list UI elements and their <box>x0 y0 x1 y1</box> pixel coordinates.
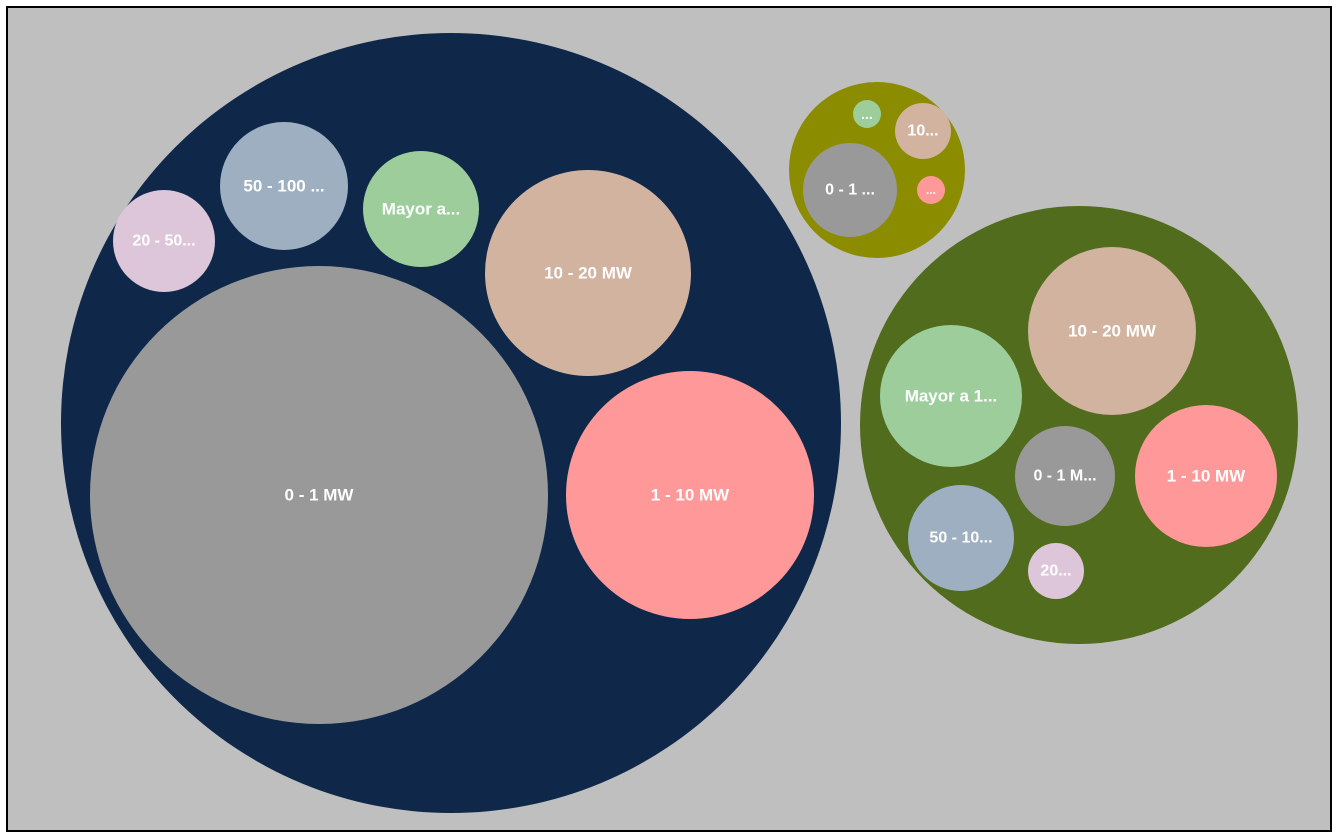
bubble-label-3-1: 10 - 20 MW <box>1068 322 1157 341</box>
bubble-3-2[interactable] <box>880 325 1022 467</box>
bubble-1-5[interactable] <box>220 122 348 250</box>
bubble-1-3[interactable] <box>485 170 691 376</box>
chart-area: 0 - 1 MW 1 - 10 MW 10 - 20 MW Mayor a... 50 … <box>6 6 1332 832</box>
bubble-label-1-2: 1 - 10 MW <box>651 486 730 505</box>
bubble-label-1-4: Mayor a... <box>382 200 460 219</box>
bubble-2-4[interactable] <box>917 176 945 204</box>
bubble-2-3[interactable] <box>853 100 881 128</box>
bubble-label-2-3: ... <box>861 106 873 122</box>
bubble-2-1[interactable] <box>803 143 897 237</box>
bubble-label-1-1: 0 - 1 MW <box>285 486 355 505</box>
bubble-3-6[interactable] <box>1028 543 1084 599</box>
bubble-3-5[interactable] <box>908 485 1014 591</box>
bubble-1-2[interactable] <box>566 371 814 619</box>
bubble-chart: 0 - 1 MW 1 - 10 MW 10 - 20 MW Mayor a... 50 … <box>61 33 1298 813</box>
bubble-1-1[interactable] <box>90 266 548 724</box>
bubble-label-1-5: 50 - 100 ... <box>243 177 324 196</box>
bubble-label-3-6: 20... <box>1040 563 1071 580</box>
bubble-label-2-2: 10... <box>907 123 938 140</box>
bubble-label-3-2: Mayor a 1... <box>905 387 998 406</box>
bubble-1-6[interactable] <box>113 190 215 292</box>
bubble-label-3-3: 1 - 10 MW <box>1167 467 1246 486</box>
bubble-label-2-4: ... <box>926 183 936 197</box>
bubble-label-1-3: 10 - 20 MW <box>544 264 633 283</box>
bubble-label-3-4: 0 - 1 M... <box>1033 468 1096 485</box>
bubble-2-2[interactable] <box>895 103 951 159</box>
bubble-1-4[interactable] <box>363 151 479 267</box>
bubble-label-3-5: 50 - 10... <box>929 530 992 547</box>
bubble-3-1[interactable] <box>1028 247 1196 415</box>
bubble-3-4[interactable] <box>1015 426 1115 526</box>
bubble-3-3[interactable] <box>1135 405 1277 547</box>
bubble-label-1-6: 20 - 50... <box>132 233 195 250</box>
bubble-label-2-1: 0 - 1 ... <box>825 182 875 199</box>
